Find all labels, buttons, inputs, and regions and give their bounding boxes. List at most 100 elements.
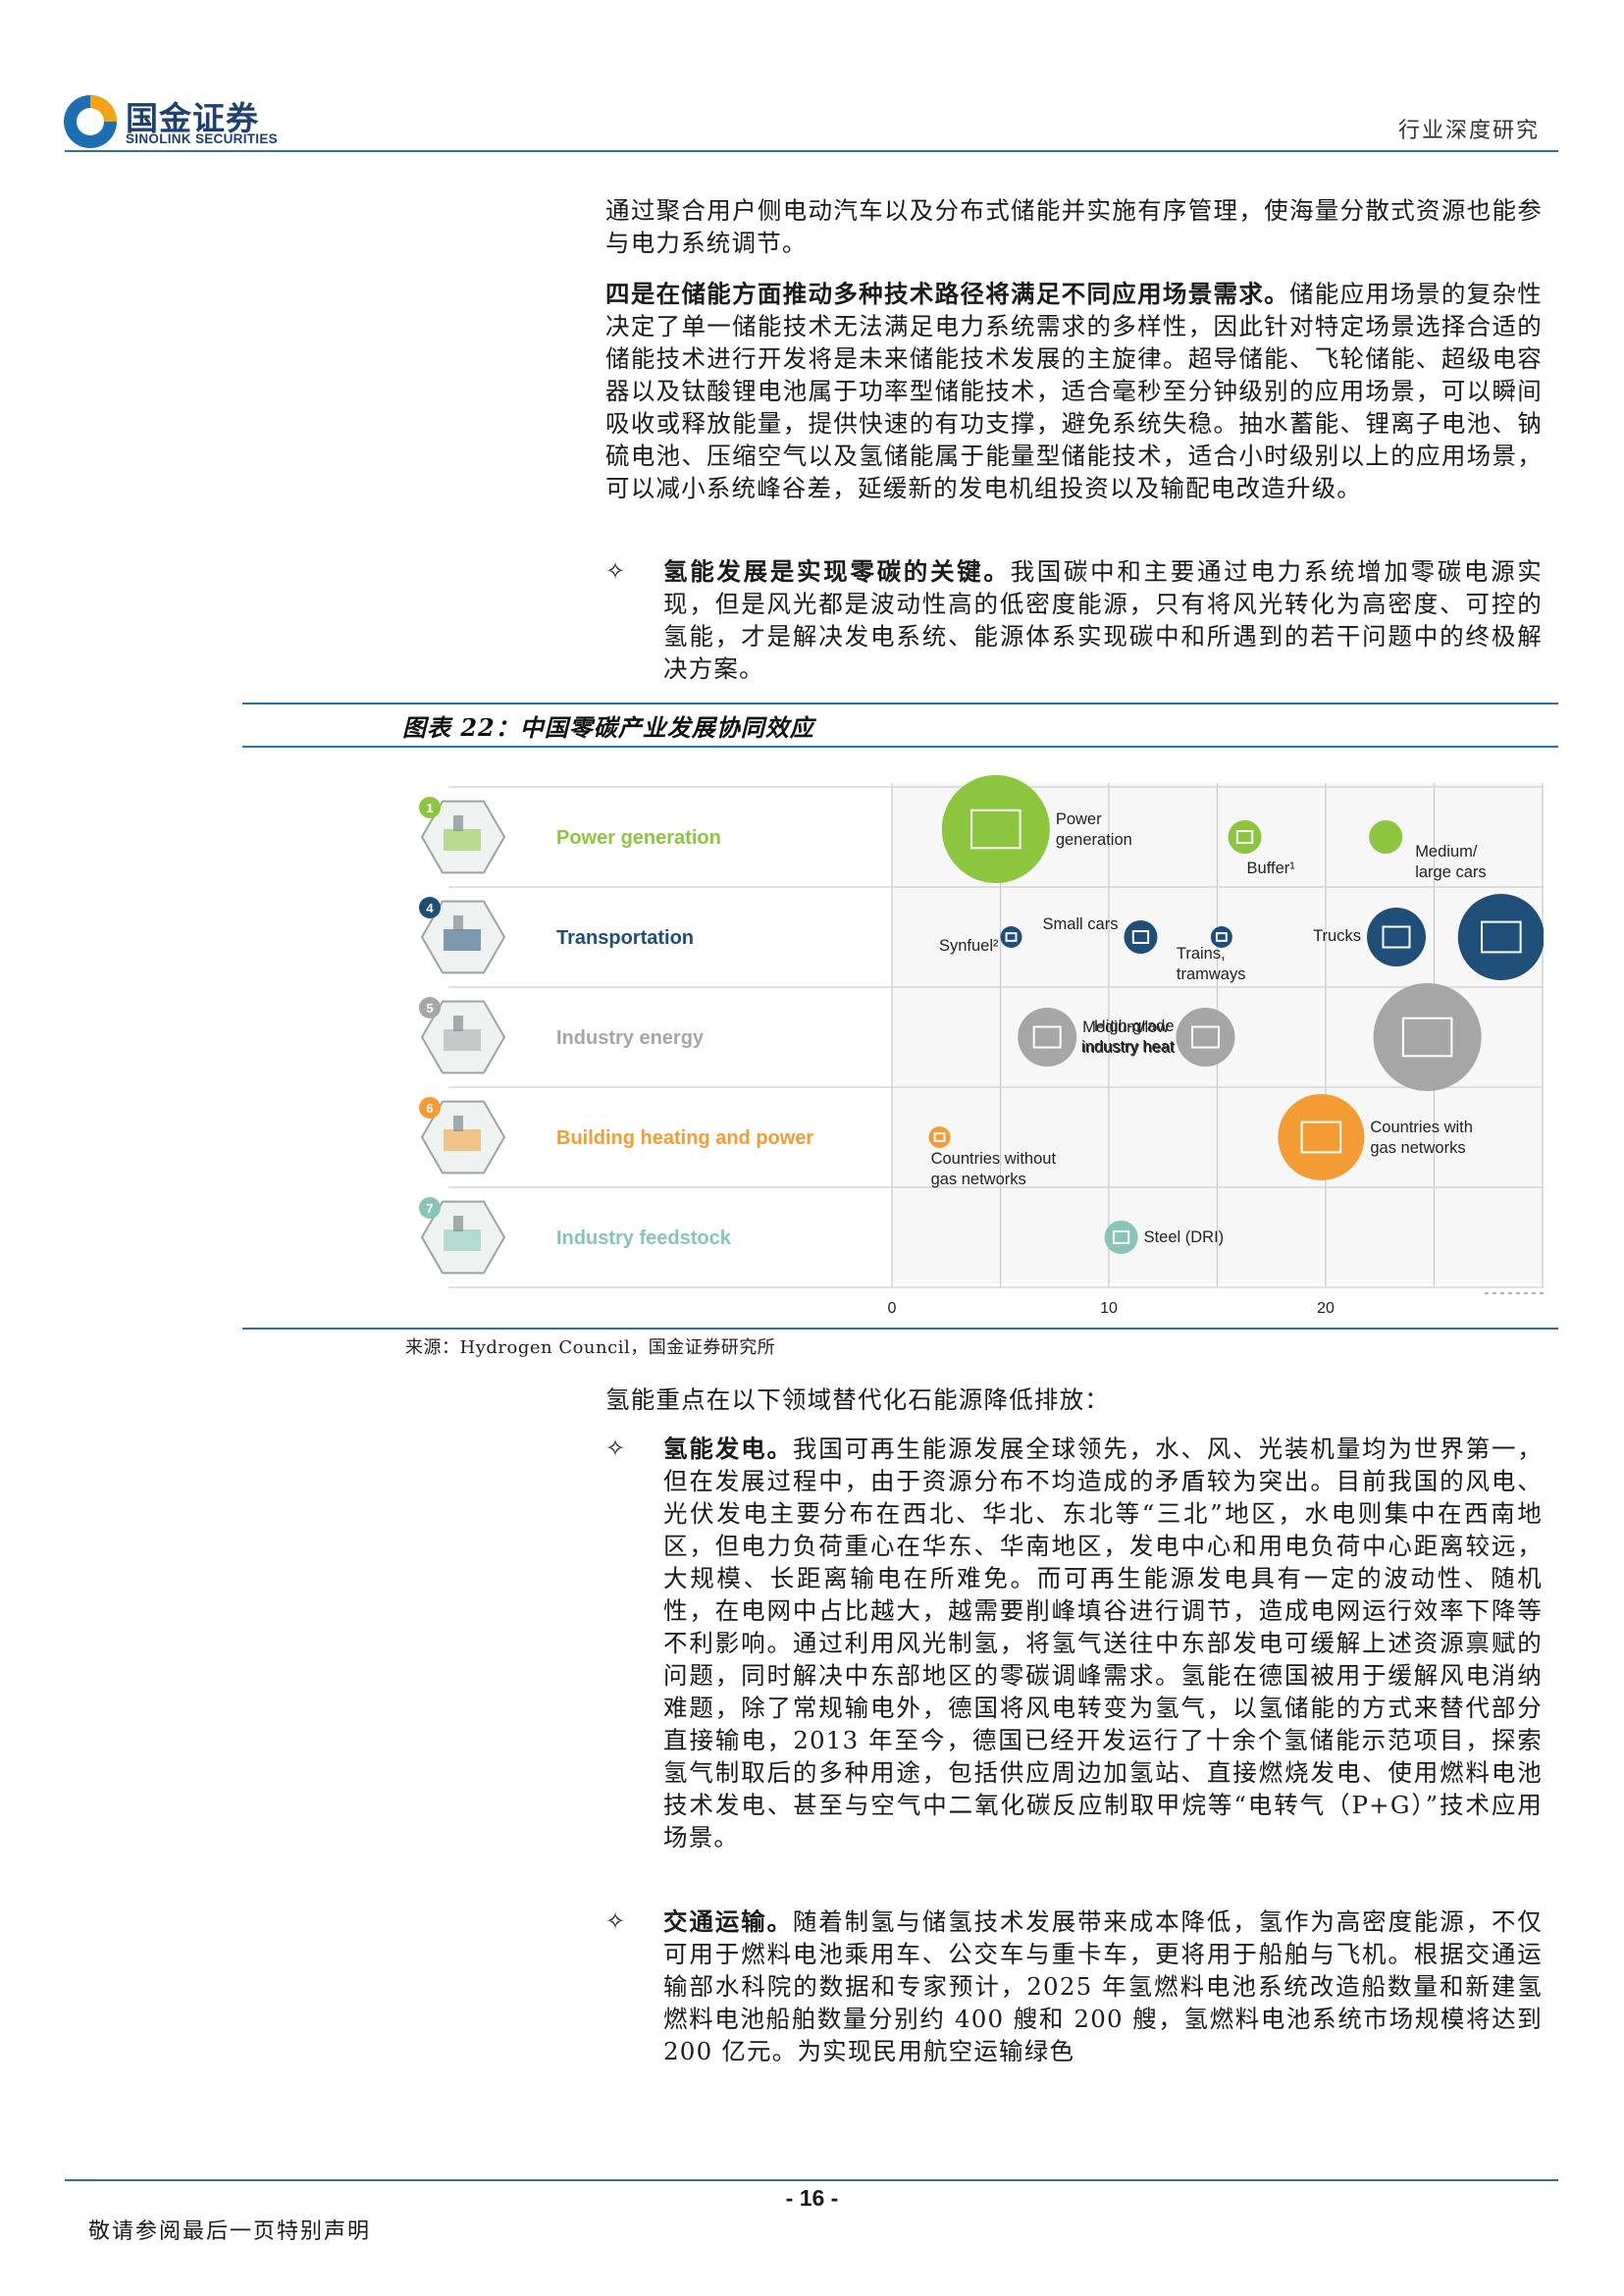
bubble-pylon-icon [941, 775, 1050, 883]
bubble-train-icon [1210, 926, 1232, 948]
sector-label: Industry feedstock [556, 1227, 732, 1249]
bubble-label: Medium/low [1082, 1018, 1169, 1036]
sector-number: 6 [426, 1101, 433, 1116]
header-divider [65, 150, 1558, 152]
bullet-icon: ✧ [605, 1907, 626, 1935]
pipe-icon [1300, 1121, 1342, 1154]
bubble-label: gas networks [931, 1171, 1026, 1188]
bubble-label: Buffer¹ [1247, 860, 1296, 877]
sector-chimney-icon [453, 1016, 463, 1031]
bullet-2-lead: 氢能发电。 [663, 1435, 793, 1463]
sector-pictogram-icon [444, 829, 481, 851]
bullet-3-body: 随着制氢与储氢技术发展带来成本降低，氢作为高密度能源，不仅可用于燃料电池乘用车、… [663, 1907, 1544, 2065]
sector-number-badge [419, 997, 441, 1018]
logo-text-en: SINOLINK SECURITIES [126, 131, 278, 146]
sector-number-badge [419, 1097, 441, 1119]
bubble-label: Small cars [1042, 915, 1118, 933]
ship-icon [1005, 932, 1018, 942]
footer-divider [65, 2179, 1558, 2181]
logo-text-cn: 国金证券 [126, 99, 259, 137]
paragraph-3: 氢能重点在以下领域替代化石能源降低排放： [605, 1385, 1110, 1414]
car-icon [1131, 930, 1150, 944]
figure-source: 来源：Hydrogen Council，国金证券研究所 [405, 1337, 776, 1358]
bubble-label: gas networks [1370, 1139, 1465, 1157]
bubble-label: Trains, [1177, 945, 1226, 963]
sector-chimney-icon [453, 1216, 463, 1231]
bullet-icon: ✧ [605, 557, 626, 585]
bullet-2-body: 我国可再生能源发展全球领先，水、风、光装机量均为世界第一，但在发展过程中，由于资… [663, 1435, 1544, 1852]
sector-pictogram-icon [444, 1029, 481, 1051]
sector-label: Transportation [556, 927, 694, 949]
synergy-chart: 0 10 20 1 Power generation 4 Transportation 5 In… [409, 750, 1544, 1324]
bubble-factory-icon [1176, 1008, 1235, 1067]
sector-label: Industry energy [556, 1027, 705, 1049]
bubble-label: Power [1056, 810, 1102, 828]
sector-number-badge [419, 897, 441, 918]
bubble-label: industry heat [1082, 1039, 1176, 1057]
bubble-factory-icon [1018, 1008, 1077, 1067]
train-icon [1215, 932, 1228, 942]
bubble-label: Trucks [1313, 927, 1361, 945]
bubble-database-icon [1228, 820, 1262, 854]
figure-bottom-rule [242, 1328, 1558, 1330]
bullet-1-lead: 氢能发展是实现零碳的关键。 [663, 557, 1011, 586]
bullet-1-body: 我国碳中和主要通过电力系统增加零碳电源实现，但是风光都是波动性高的低密度能源，只… [663, 557, 1543, 683]
bubble-car-icon [1124, 920, 1158, 954]
factory-icon [1032, 1025, 1062, 1049]
bubble-label: Countries without [931, 1150, 1057, 1168]
bubble-label: Synfuel² [939, 937, 999, 955]
paragraph-2-lead: 四是在储能方面推动多种技术路径将满足不同应用场景需求。 [605, 280, 1289, 308]
sector-chimney-icon [453, 1116, 463, 1131]
bus-icon [1382, 925, 1411, 949]
x-tick-label: 10 [1100, 1300, 1118, 1317]
paragraph-2: 四是在储能方面推动多种技术路径将满足不同应用场景需求。储能应用场景的复杂性决定了… [605, 278, 1543, 504]
sector-pictogram-icon [444, 1229, 481, 1251]
x-tick-label: 20 [1317, 1300, 1335, 1317]
bubble-ship-icon [1000, 926, 1022, 948]
bubble-steel-icon [1104, 1221, 1138, 1254]
page-number-value: 16 [799, 2185, 825, 2211]
bullet-paragraph-hydrogen-key: 氢能发展是实现零碳的关键。我国碳中和主要通过电力系统增加零碳电源实现，但是风光都… [663, 555, 1543, 685]
sector-number: 5 [426, 1001, 433, 1016]
sector-pictogram-icon [444, 1129, 481, 1151]
car-icon [1481, 920, 1522, 954]
bubble-none [1369, 820, 1403, 854]
sector-chimney-icon [453, 915, 463, 931]
no-pipe-icon [933, 1132, 946, 1142]
bubble-no-pipe-icon [928, 1126, 951, 1148]
bubble-factory-icon [1373, 983, 1482, 1091]
paragraph-2-body: 储能应用场景的复杂性决定了单一储能技术无法满足电力系统需求的多样性，因此针对特定… [605, 280, 1543, 502]
figure-title-rule [242, 746, 1558, 748]
bubble-label: High-grade [1094, 1018, 1175, 1035]
bubble-label: large cars [1415, 863, 1486, 881]
bullet-paragraph-transport: 交通运输。随着制氢与储氢技术发展带来成本降低，氢作为高密度能源，不仅可用于燃料电… [663, 1905, 1543, 2067]
sector-number: 1 [426, 801, 433, 815]
factory-icon [1191, 1025, 1221, 1049]
sector-pictogram-icon [444, 929, 481, 951]
logo-mark-icon [64, 95, 117, 148]
bubble-label: Medium/ [1415, 843, 1478, 861]
bubble-label: Countries with [1370, 1119, 1473, 1136]
factory-icon [1401, 1017, 1453, 1058]
pylon-icon [970, 809, 1022, 850]
bubble-pipe-icon [1278, 1094, 1365, 1180]
sector-label: Building heating and power [556, 1127, 813, 1149]
bullet-paragraph-power: 氢能发电。我国可再生能源发展全球领先，水、风、光装机量均为世界第一，但在发展过程… [663, 1433, 1543, 1853]
bubble-bus-icon [1366, 908, 1426, 966]
paragraph-1: 通过聚合用户侧电动汽车以及分布式储能并实施有序管理，使海量分散式资源也能参与电力… [605, 196, 1543, 257]
synergy-chart-svg: 0 10 20 1 Power generation 4 Transportation 5 In… [409, 750, 1544, 1324]
steel-icon [1112, 1230, 1130, 1244]
figure-title: 图表 22：中国零碳产业发展协同效应 [402, 713, 814, 742]
database-icon [1235, 830, 1254, 844]
bullet-icon: ✧ [605, 1435, 626, 1462]
sector-number: 4 [426, 901, 434, 915]
footer-disclaimer: 敬请参阅最后一页特别声明 [88, 2219, 372, 2244]
bubble-label: generation [1056, 831, 1132, 849]
page-number: - 16 - [785, 2185, 839, 2211]
sector-label: Power generation [556, 827, 721, 849]
bubble-car-icon [1457, 894, 1544, 980]
bubble-label: industry heat [1081, 1038, 1175, 1056]
figure-top-rule [242, 703, 1558, 704]
bullet-3-lead: 交通运输。 [663, 1907, 793, 1936]
sector-number-badge [419, 1197, 441, 1219]
